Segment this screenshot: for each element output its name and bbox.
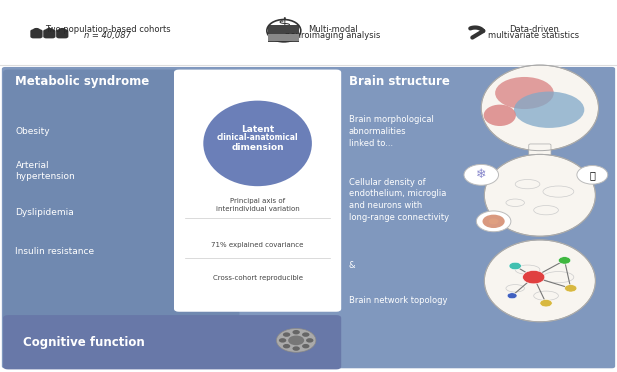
Circle shape: [59, 28, 66, 32]
Text: multivariate statistics: multivariate statistics: [488, 31, 579, 40]
Circle shape: [540, 299, 552, 307]
Text: Multi-modal: Multi-modal: [308, 25, 358, 34]
Text: Two population-based cohorts: Two population-based cohorts: [45, 25, 171, 34]
Circle shape: [577, 166, 608, 184]
FancyBboxPatch shape: [2, 67, 615, 368]
Ellipse shape: [203, 101, 312, 186]
Ellipse shape: [484, 105, 516, 126]
Circle shape: [523, 270, 545, 284]
Circle shape: [302, 332, 310, 337]
FancyBboxPatch shape: [43, 29, 56, 38]
FancyBboxPatch shape: [174, 70, 341, 312]
Circle shape: [464, 164, 499, 185]
Circle shape: [33, 28, 40, 32]
Circle shape: [565, 285, 577, 292]
Text: 💉: 💉: [589, 170, 595, 180]
FancyBboxPatch shape: [3, 315, 341, 369]
Circle shape: [292, 346, 300, 351]
Circle shape: [476, 211, 511, 232]
Circle shape: [489, 218, 499, 224]
FancyBboxPatch shape: [56, 29, 68, 38]
Circle shape: [292, 330, 300, 334]
Ellipse shape: [514, 92, 584, 128]
Text: ⚕: ⚕: [277, 17, 291, 41]
FancyBboxPatch shape: [268, 25, 299, 42]
Text: neuroimaging analysis: neuroimaging analysis: [286, 31, 381, 40]
Circle shape: [302, 344, 310, 349]
Text: n = 40,087: n = 40,087: [85, 31, 131, 40]
Ellipse shape: [484, 154, 595, 236]
Text: &: &: [349, 261, 355, 270]
Text: Cellular density of
endothelium, microglia
and neurons with
long-range connectiv: Cellular density of endothelium, microgl…: [349, 177, 449, 222]
Ellipse shape: [481, 65, 598, 151]
Text: dimension: dimension: [231, 142, 284, 152]
FancyBboxPatch shape: [3, 70, 239, 321]
Circle shape: [507, 293, 517, 299]
Text: Data-driven: Data-driven: [509, 25, 558, 34]
Circle shape: [509, 262, 521, 270]
Text: clinical-anatomical: clinical-anatomical: [217, 133, 299, 142]
Text: 71% explained covariance: 71% explained covariance: [212, 242, 304, 248]
Text: Cross-cohort reproducible: Cross-cohort reproducible: [213, 275, 302, 281]
FancyBboxPatch shape: [268, 34, 299, 41]
FancyBboxPatch shape: [529, 144, 551, 155]
Circle shape: [306, 338, 313, 343]
Text: ❄: ❄: [476, 169, 487, 181]
Text: Brain structure: Brain structure: [349, 76, 449, 88]
Text: Dyslipidemia: Dyslipidemia: [15, 208, 74, 217]
Circle shape: [46, 28, 53, 32]
Text: Obesity: Obesity: [15, 127, 50, 136]
Circle shape: [283, 332, 290, 337]
Ellipse shape: [484, 240, 595, 322]
Circle shape: [482, 215, 505, 228]
Text: Principal axis of
interindividual variation: Principal axis of interindividual variat…: [216, 198, 299, 212]
Circle shape: [288, 336, 304, 345]
Text: Insulin resistance: Insulin resistance: [15, 247, 94, 256]
Text: Cognitive function: Cognitive function: [23, 336, 145, 349]
Text: Latent: Latent: [241, 125, 274, 134]
Circle shape: [283, 344, 290, 349]
Circle shape: [558, 257, 571, 264]
Circle shape: [276, 328, 316, 352]
Ellipse shape: [495, 77, 553, 109]
Text: Arterial
hypertension: Arterial hypertension: [15, 161, 75, 181]
FancyBboxPatch shape: [30, 29, 43, 38]
Circle shape: [279, 338, 286, 343]
Text: Brain network topology: Brain network topology: [349, 296, 447, 305]
FancyBboxPatch shape: [0, 0, 617, 65]
Text: Brain morphological
abnormalities
linked to...: Brain morphological abnormalities linked…: [349, 115, 434, 148]
Text: Metabolic syndrome: Metabolic syndrome: [15, 76, 150, 88]
